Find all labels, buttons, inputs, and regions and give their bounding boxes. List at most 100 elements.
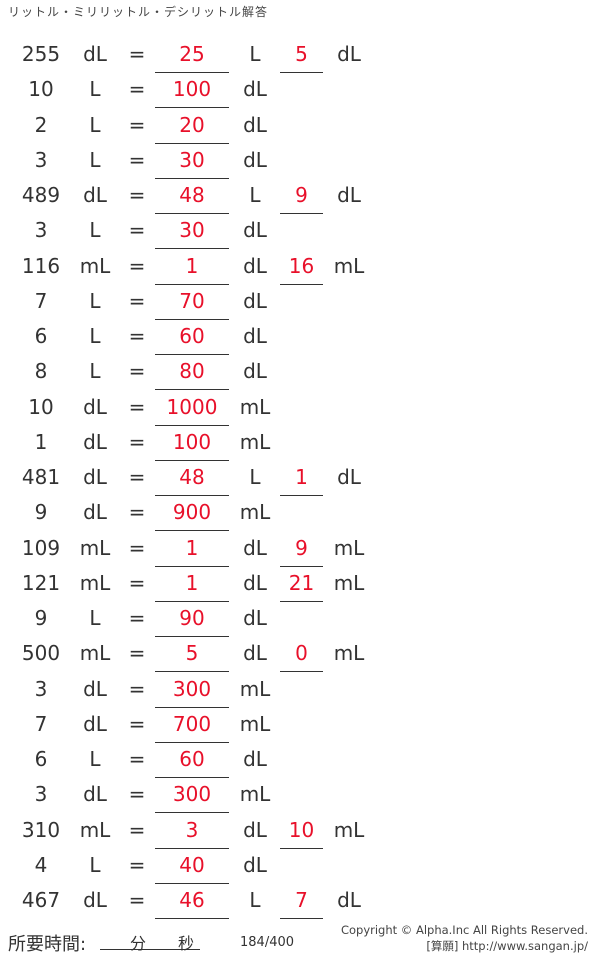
- answer-2: 10: [280, 815, 323, 849]
- answer-2: 9: [280, 180, 323, 214]
- question-unit: L: [89, 112, 101, 137]
- problem-row: = 500 mL 5 dL 0 mL: [0, 638, 600, 673]
- question-unit: dL: [83, 676, 107, 701]
- answer-1: 300: [155, 779, 229, 814]
- question-value: 481: [21, 465, 61, 489]
- question-unit: dL: [83, 429, 107, 454]
- question-unit: L: [89, 324, 101, 348]
- answer-2-unit: dL: [337, 183, 361, 207]
- problem-row: = 10 L 100 dL: [0, 74, 600, 109]
- answer-1-unit: dL: [243, 747, 267, 771]
- problem-row: = 109 mL 1 dL 9 mL: [0, 533, 600, 568]
- answer-1-unit: dL: [243, 218, 267, 243]
- equals-sign: =: [128, 183, 146, 207]
- answer-1: 100: [155, 74, 229, 109]
- problem-row: = 8 L 80 dL: [0, 356, 600, 391]
- answer-1-unit: dL: [243, 852, 267, 877]
- equals-sign: =: [128, 324, 146, 348]
- time-label: 所要時間:: [8, 934, 87, 955]
- answer-1-unit: dL: [243, 77, 267, 102]
- equals-sign: =: [128, 359, 146, 384]
- answer-1-unit: mL: [239, 711, 271, 736]
- equals-sign: =: [128, 888, 146, 912]
- answer-1: 40: [155, 850, 229, 884]
- answer-2-unit: mL: [333, 535, 365, 560]
- problem-row: = 1 dL 100 mL: [0, 427, 600, 462]
- question-unit: L: [89, 606, 101, 630]
- site-link: [算願] http://www.sangan.jp/: [426, 939, 588, 953]
- question-value: 9: [34, 606, 48, 630]
- copyright: Copyright © Alpha.Inc All Rights Reserve…: [341, 922, 588, 954]
- answer-1: 20: [155, 110, 229, 144]
- question-value: 109: [21, 535, 61, 560]
- question-unit: dL: [83, 183, 107, 207]
- problem-row: = 6 L 60 dL: [0, 321, 600, 356]
- question-unit: dL: [83, 394, 107, 419]
- question-value: 3: [34, 147, 48, 172]
- copyright-text: Copyright © Alpha.Inc All Rights Reserve…: [340, 923, 588, 937]
- equals-sign: =: [128, 253, 146, 278]
- question-value: 310: [21, 817, 61, 842]
- question-unit: mL: [79, 570, 111, 595]
- question-value: 8: [34, 359, 48, 384]
- equals-sign: =: [128, 500, 146, 525]
- answer-1-unit: mL: [239, 500, 271, 525]
- answer-2-unit: mL: [333, 570, 365, 595]
- answer-1-unit: dL: [243, 253, 267, 278]
- equals-sign: =: [128, 570, 146, 595]
- question-unit: L: [89, 218, 101, 243]
- question-value: 7: [34, 711, 48, 736]
- answer-1: 25: [155, 39, 229, 73]
- minutes-label: 分: [130, 934, 147, 953]
- question-unit: dL: [83, 500, 107, 525]
- answer-1-unit: mL: [239, 429, 271, 454]
- question-value: 1: [34, 429, 48, 454]
- answer-2-unit: dL: [337, 888, 361, 912]
- question-unit: dL: [83, 42, 107, 66]
- question-value: 6: [34, 747, 48, 771]
- answer-2-unit: mL: [333, 253, 365, 278]
- question-unit: mL: [79, 535, 111, 560]
- question-unit: dL: [83, 888, 107, 912]
- problem-row: = 7 L 70 dL: [0, 286, 600, 321]
- equals-sign: =: [128, 711, 146, 736]
- seconds-label: 秒: [178, 934, 195, 953]
- answer-1: 300: [155, 674, 229, 708]
- problem-row: = 310 mL 3 dL 10 mL: [0, 815, 600, 850]
- question-unit: dL: [83, 465, 107, 489]
- answer-1-unit: dL: [243, 535, 267, 560]
- answer-1-unit: mL: [239, 782, 271, 807]
- answer-2: 5: [280, 39, 323, 73]
- problem-row: = 481 dL 48 L 1 dL: [0, 462, 600, 497]
- problem-row: = 467 dL 46 L 7 dL: [0, 885, 600, 920]
- question-value: 2: [34, 112, 48, 137]
- answer-2: 9: [280, 533, 323, 567]
- answer-1: 5: [155, 638, 229, 673]
- question-value: 467: [21, 888, 61, 912]
- question-unit: L: [89, 359, 101, 384]
- equals-sign: =: [128, 535, 146, 560]
- question-unit: L: [89, 747, 101, 771]
- page-number: 184/400: [240, 935, 295, 950]
- problem-row: = 255 dL 25 L 5 dL: [0, 39, 600, 74]
- answer-1-unit: L: [249, 465, 261, 489]
- problem-row: = 10 dL 1000 mL: [0, 392, 600, 427]
- question-value: 10: [28, 394, 54, 419]
- equals-sign: =: [128, 77, 146, 102]
- answer-1-unit: L: [249, 183, 261, 207]
- answer-1: 70: [155, 286, 229, 320]
- question-unit: L: [89, 77, 101, 102]
- answer-1: 60: [155, 321, 229, 355]
- question-unit: L: [89, 147, 101, 172]
- problem-row: = 116 mL 1 dL 16 mL: [0, 251, 600, 286]
- question-value: 4: [34, 852, 48, 877]
- question-value: 10: [28, 77, 54, 102]
- answer-1-unit: dL: [243, 324, 267, 348]
- equals-sign: =: [128, 606, 146, 630]
- answer-1: 46: [155, 885, 229, 919]
- answer-1: 900: [155, 497, 229, 532]
- answer-1-unit: dL: [243, 112, 267, 137]
- question-value: 3: [34, 676, 48, 701]
- question-value: 6: [34, 324, 48, 348]
- equals-sign: =: [128, 465, 146, 489]
